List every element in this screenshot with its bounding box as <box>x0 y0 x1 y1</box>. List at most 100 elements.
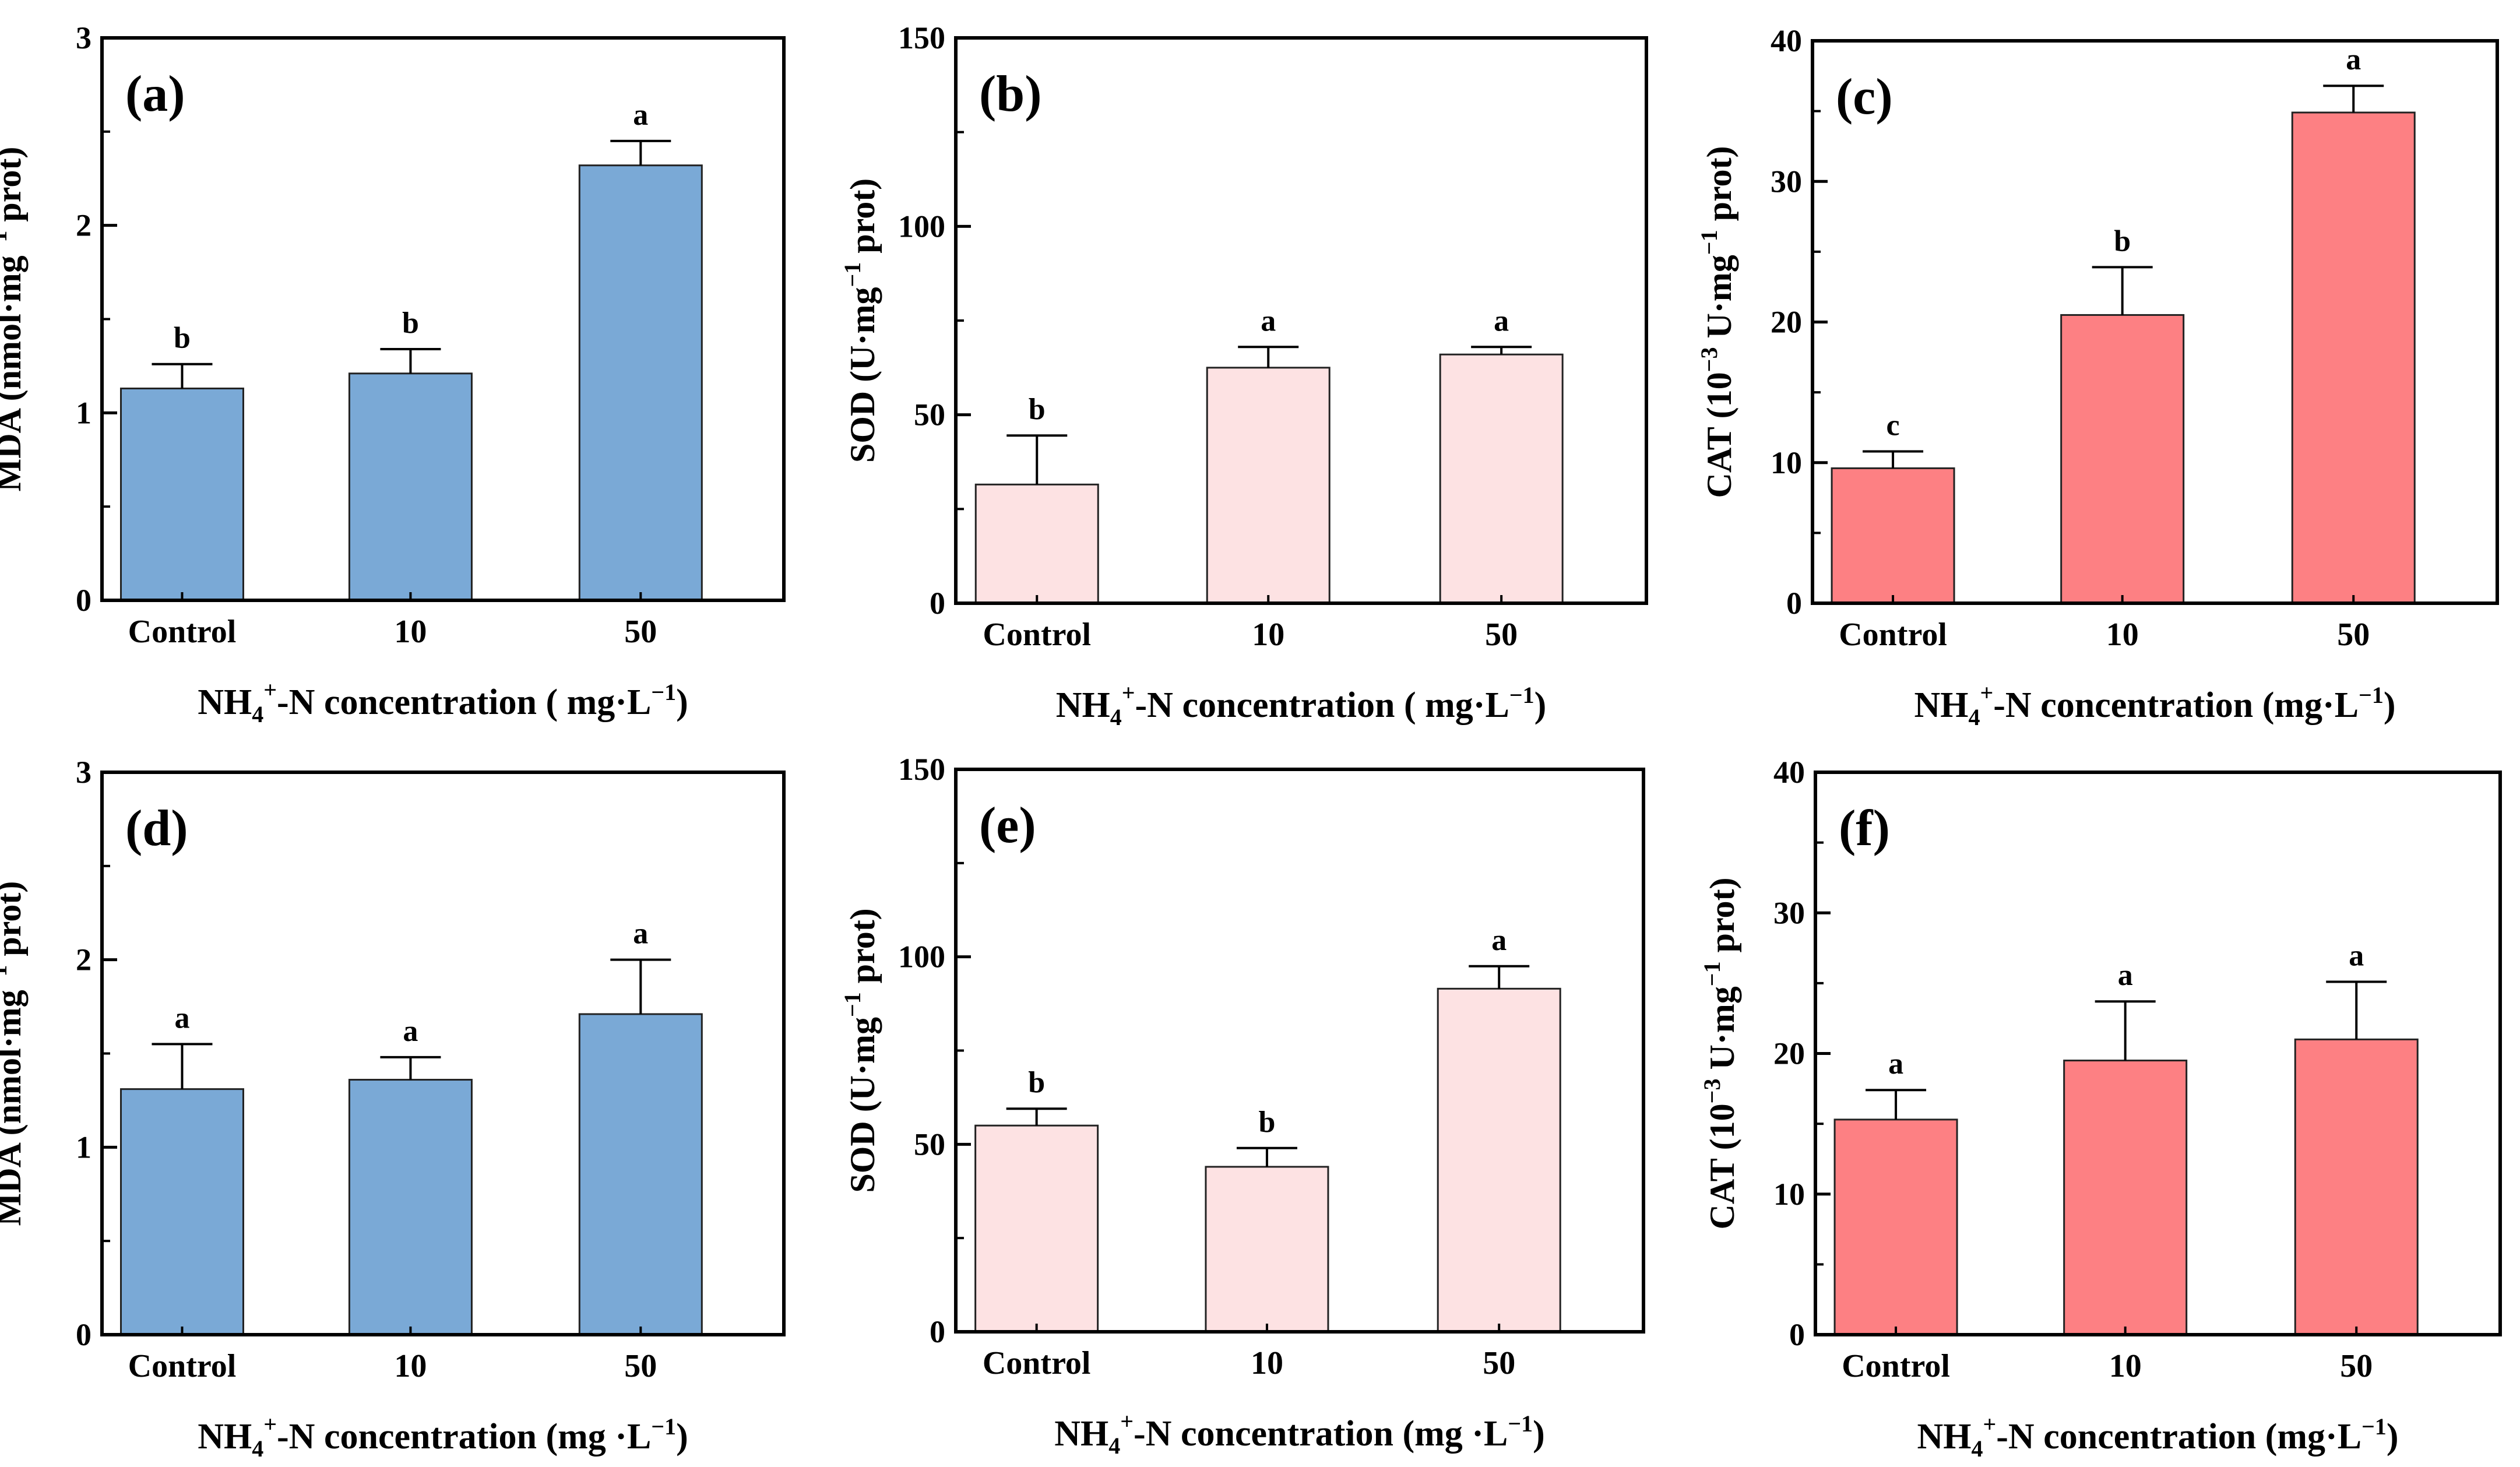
x-label-end: ) <box>2384 685 2396 725</box>
significance-label: b <box>1258 1106 1275 1139</box>
x-tick-label: Control <box>983 617 1091 653</box>
bar-10 <box>348 1079 473 1336</box>
y-label-tail: U·mg <box>1703 986 1741 1078</box>
y-tick-label: 1 <box>76 1130 91 1165</box>
x-tick-label: Control <box>983 1345 1091 1381</box>
y-tick-label: 50 <box>914 1127 945 1162</box>
panel-label: (f) <box>1839 800 1890 857</box>
y-label-tail: U·mg <box>1700 255 1738 347</box>
x-axis-label: NH4+-N concentration (mg·L−1) <box>1914 680 2395 730</box>
x-label-pre: NH <box>198 1417 252 1457</box>
y-label-main: SOD (U·mg <box>843 287 882 463</box>
x-label-end: ) <box>1533 1414 1545 1454</box>
y-axis-label: MDA (nmol·mg−1 prot) <box>0 147 28 492</box>
panel-label: (b) <box>979 66 1042 122</box>
y-tick-label: 30 <box>1771 164 1802 199</box>
significance-label: a <box>2118 959 2133 992</box>
x-tick-label: 50 <box>2340 1348 2373 1384</box>
y-tick-label: 40 <box>1773 755 1805 790</box>
x-label-sub: 4 <box>252 701 263 727</box>
y-tick-label: 20 <box>1771 305 1802 340</box>
x-label-post: -N concentration (mg·L <box>1993 685 2359 725</box>
x-tick-label: 50 <box>1483 1345 1515 1381</box>
y-axis-label: SOD (U·mg−1 prot) <box>839 178 882 463</box>
bar-10 <box>1206 367 1331 604</box>
bar-10 <box>2060 314 2185 604</box>
x-tick-label: Control <box>128 614 237 650</box>
x-label-post: -N concentration ( mg·L <box>1135 685 1509 725</box>
significance-label: a <box>403 1015 418 1048</box>
x-label-sup: + <box>1122 680 1135 706</box>
x-label-pre: NH <box>1914 685 1968 725</box>
x-tick-label: 50 <box>624 614 657 650</box>
y-label-sup: −1 <box>0 965 12 990</box>
significance-label: b <box>174 322 191 355</box>
significance-label: a <box>2349 939 2364 972</box>
significance-label: a <box>1491 924 1507 957</box>
y-tick-label: 100 <box>898 209 945 244</box>
y-label-sup: −1 <box>0 231 12 256</box>
bar-10 <box>2063 1060 2188 1336</box>
significance-label: a <box>174 1001 189 1035</box>
y-axis-label: CAT (10−3 U·mg−1 prot) <box>1696 146 1738 498</box>
bar-control <box>119 388 244 601</box>
y-axis-label: MDA (nmol·mg−1 prot) <box>0 881 28 1226</box>
x-tick-label: Control <box>128 1348 237 1384</box>
bar-50 <box>2294 1038 2419 1336</box>
x-label-pre: NH <box>1056 685 1110 725</box>
bar-control <box>974 1124 1099 1333</box>
x-label-sup2: −1 <box>2361 1413 2387 1440</box>
significance-label: a <box>633 98 648 132</box>
bar-50 <box>578 164 703 601</box>
x-axis-label: NH4+-N concentration (mg ·L−1) <box>198 1411 688 1462</box>
x-tick-label: 50 <box>2337 617 2370 653</box>
x-label-sup2: −1 <box>1509 682 1534 708</box>
y-tick-label: 10 <box>1771 445 1802 480</box>
bar-control <box>974 483 1099 604</box>
y-tick-label: 0 <box>76 583 91 618</box>
panel-label: (e) <box>979 797 1036 854</box>
y-label-sup2: −1 <box>1699 961 1725 986</box>
bar-10 <box>348 372 473 601</box>
x-tick-label: 50 <box>1485 617 1518 653</box>
y-label-sup: −1 <box>839 262 865 287</box>
y-label-end: prot) <box>1700 146 1738 230</box>
y-tick-label: 40 <box>1771 23 1802 58</box>
panel-f: a Control a 10 a 50 0 10 20 30 40 (f) CAT (10−3 U·mg… <box>1699 755 2502 1462</box>
y-tick-label: 3 <box>76 20 91 55</box>
y-tick-label: 10 <box>1773 1177 1805 1212</box>
y-label-sup: −3 <box>1699 1079 1725 1104</box>
x-label-end: ) <box>2387 1417 2399 1457</box>
significance-label: b <box>1029 393 1046 426</box>
y-label-sup2: −1 <box>1696 230 1722 255</box>
x-tick-label: 10 <box>2109 1348 2142 1384</box>
bar-control <box>1831 467 1955 604</box>
y-label-sup: −1 <box>839 992 865 1017</box>
x-label-sup: + <box>263 1411 277 1437</box>
y-tick-label: 0 <box>930 1314 945 1349</box>
y-tick-label: 2 <box>76 942 91 977</box>
x-tick-label: Control <box>1842 1348 1950 1384</box>
x-tick-label: 10 <box>394 1348 427 1384</box>
y-label-main: MDA (nmol·mg <box>0 255 28 491</box>
bar-50 <box>1439 353 1564 604</box>
x-label-sup: + <box>263 677 277 703</box>
bar-50 <box>1437 987 1561 1333</box>
panel-label: (c) <box>1836 69 1893 125</box>
x-axis-label: NH4+-N concentration ( mg·L−1) <box>1056 680 1547 730</box>
y-label-sup: −3 <box>1696 347 1722 372</box>
significance-label: a <box>1494 304 1509 337</box>
x-label-pre: NH <box>198 683 252 722</box>
x-label-pre: NH <box>1917 1417 1971 1457</box>
x-label-post: -N concentration ( mg·L <box>277 683 651 722</box>
y-axis-label: SOD (U·mg−1 prot) <box>839 908 882 1192</box>
y-label-tail: prot) <box>843 178 882 262</box>
x-label-sup2: −1 <box>2359 682 2384 708</box>
panel-label: (d) <box>125 800 188 857</box>
significance-label: a <box>2346 43 2361 76</box>
x-tick-label: Control <box>1839 617 1947 653</box>
bar-control <box>1833 1118 1958 1336</box>
x-label-end: ) <box>1534 685 1547 725</box>
x-label-sup: + <box>1980 680 1993 706</box>
